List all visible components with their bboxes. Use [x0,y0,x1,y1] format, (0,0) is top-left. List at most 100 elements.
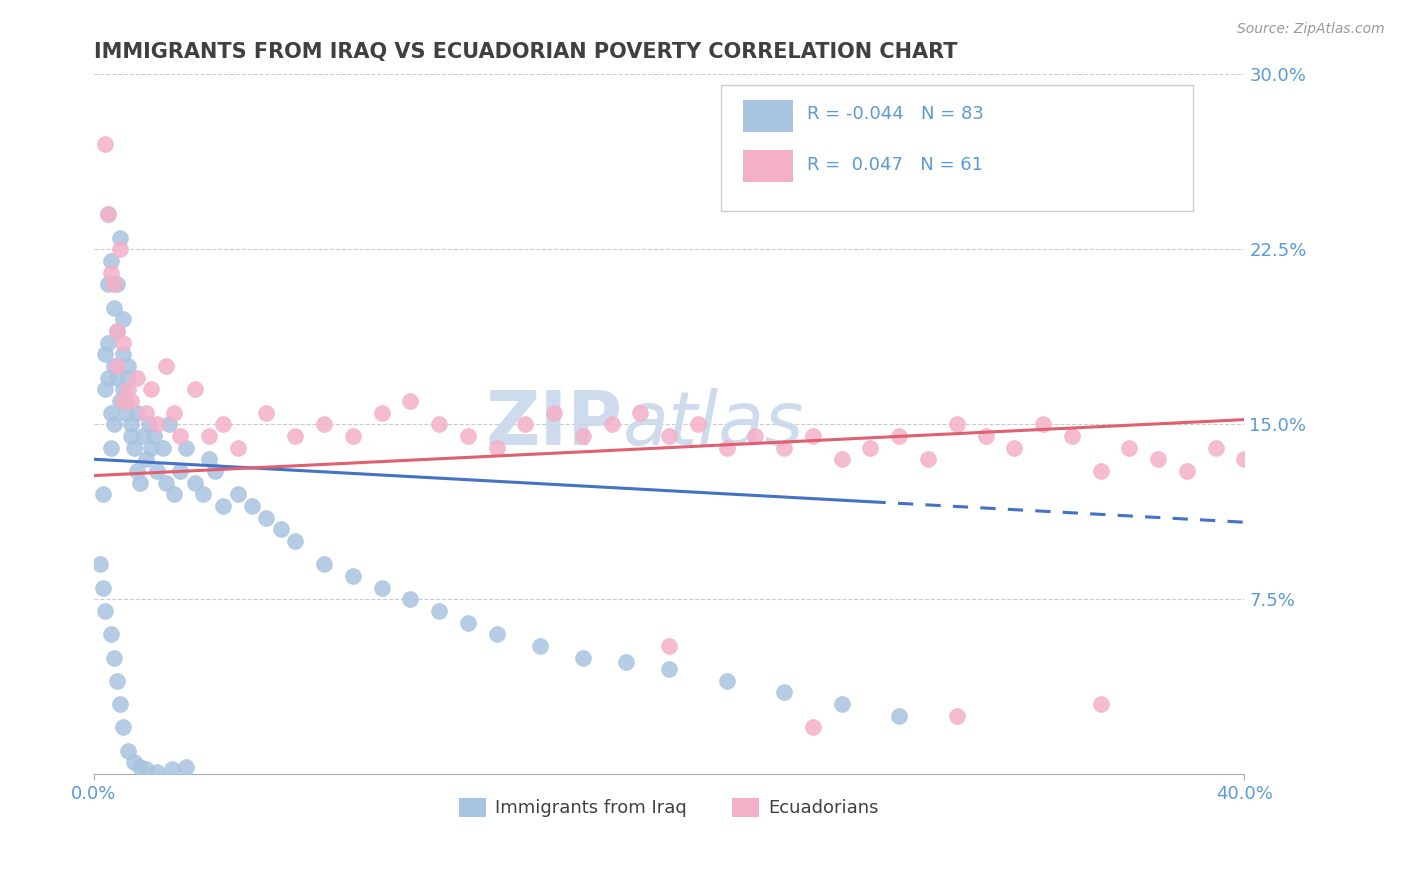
Point [108,393,131,408]
Point [859,441,882,455]
Point [1002,441,1025,455]
Point [135,406,157,420]
Point [111,721,134,735]
Point [125,464,148,478]
Point [155,359,177,373]
Point [160,763,183,777]
Point [600,417,623,432]
Point [889,708,911,723]
Point [312,558,335,572]
Point [157,417,180,432]
Point [91,487,114,501]
Point [658,429,681,443]
Point [105,324,128,338]
Point [212,417,235,432]
Point [1060,429,1083,443]
Point [120,429,142,443]
Point [174,441,197,455]
Text: Source: ZipAtlas.com: Source: ZipAtlas.com [1237,22,1385,37]
Point [138,417,160,432]
Point [97,207,120,221]
Text: ZIP: ZIP [486,388,623,461]
FancyBboxPatch shape [742,150,793,182]
Point [152,441,174,455]
Legend: Immigrants from Iraq, Ecuadorians: Immigrants from Iraq, Ecuadorians [453,791,886,824]
Point [97,335,120,350]
Point [342,569,364,583]
Point [370,581,392,595]
Point [457,615,479,630]
Point [105,277,128,292]
Point [94,347,117,361]
Point [1090,697,1112,711]
Point [174,760,197,774]
Point [100,627,122,641]
Point [744,429,766,443]
Point [831,452,853,467]
Point [342,429,364,443]
Point [801,429,824,443]
Point [169,464,191,478]
Point [117,359,139,373]
Point [614,655,637,669]
Point [658,662,681,676]
Point [284,533,307,548]
Point [773,685,796,699]
Point [226,441,249,455]
Point [94,604,117,618]
Point [183,475,205,490]
Point [129,475,152,490]
Point [143,429,166,443]
Point [399,393,422,408]
Point [94,137,117,152]
Point [831,697,853,711]
Point [120,417,142,432]
Point [399,592,422,607]
Point [1090,464,1112,478]
Point [312,417,335,432]
Point [169,429,191,443]
Point [105,359,128,373]
Point [270,522,292,536]
Point [111,393,134,408]
Point [141,441,163,455]
Text: R = -0.044   N = 83: R = -0.044 N = 83 [807,105,984,123]
Point [125,370,148,384]
Point [120,393,142,408]
Point [108,243,131,257]
Point [108,230,131,244]
Point [135,763,157,777]
Point [946,708,969,723]
Point [122,441,145,455]
Point [427,604,450,618]
Point [974,429,997,443]
Point [103,650,125,665]
Point [240,499,263,513]
Point [716,441,738,455]
Point [163,487,186,501]
Point [111,347,134,361]
Point [457,429,479,443]
Point [141,382,163,396]
Point [917,452,939,467]
Point [427,417,450,432]
Point [114,393,136,408]
Point [485,627,508,641]
Point [1032,417,1054,432]
Point [146,764,169,779]
Point [117,744,139,758]
Point [889,429,911,443]
Point [204,464,226,478]
Point [370,406,392,420]
Point [801,721,824,735]
Point [946,417,969,432]
Point [572,429,595,443]
Point [284,429,307,443]
Point [122,756,145,770]
Point [226,487,249,501]
Point [105,324,128,338]
Point [100,254,122,268]
Point [716,673,738,688]
Point [129,760,152,774]
Point [135,452,157,467]
